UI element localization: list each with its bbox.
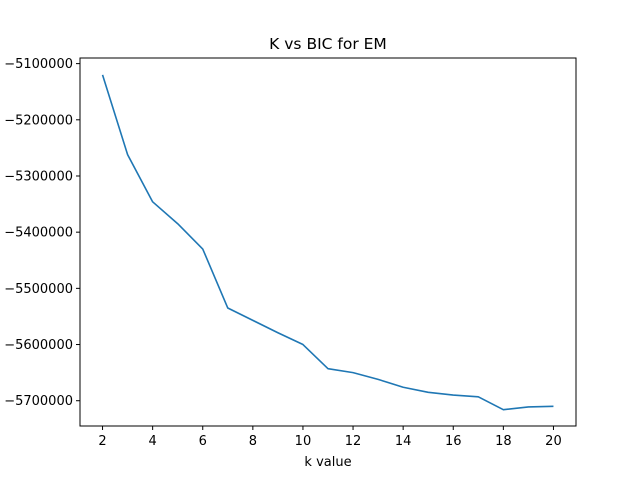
axes-frame	[79, 57, 577, 427]
x-tick-label: 14	[395, 434, 412, 449]
x-tick-label: 8	[249, 434, 257, 449]
y-tick-label: −5600000	[4, 338, 73, 353]
y-tick-label: −5500000	[4, 282, 73, 297]
y-tick-label: −5100000	[4, 57, 73, 72]
x-axis-title: k value	[304, 455, 351, 470]
plot-area: 2 4 6 8 10 12 14 16 18 20 −5100000 −5200000 −5300000…	[4, 57, 577, 449]
x-tick-label: 10	[295, 434, 312, 449]
y-tick-label: −5200000	[4, 113, 73, 128]
x-tick-label: 18	[495, 434, 512, 449]
y-tick-label: −5400000	[4, 226, 73, 241]
x-tick-label: 16	[445, 434, 462, 449]
x-tick-label: 12	[345, 434, 362, 449]
series-line-0	[101, 74, 554, 411]
x-tick-label: 20	[545, 434, 562, 449]
chart-title: K vs BIC for EM	[269, 35, 387, 53]
x-tick-label: 4	[149, 434, 157, 449]
y-tick-label: −5300000	[4, 169, 73, 184]
y-tick-label: −5700000	[4, 394, 73, 409]
x-tick-label: 6	[199, 434, 207, 449]
x-tick-label: 2	[98, 434, 106, 449]
